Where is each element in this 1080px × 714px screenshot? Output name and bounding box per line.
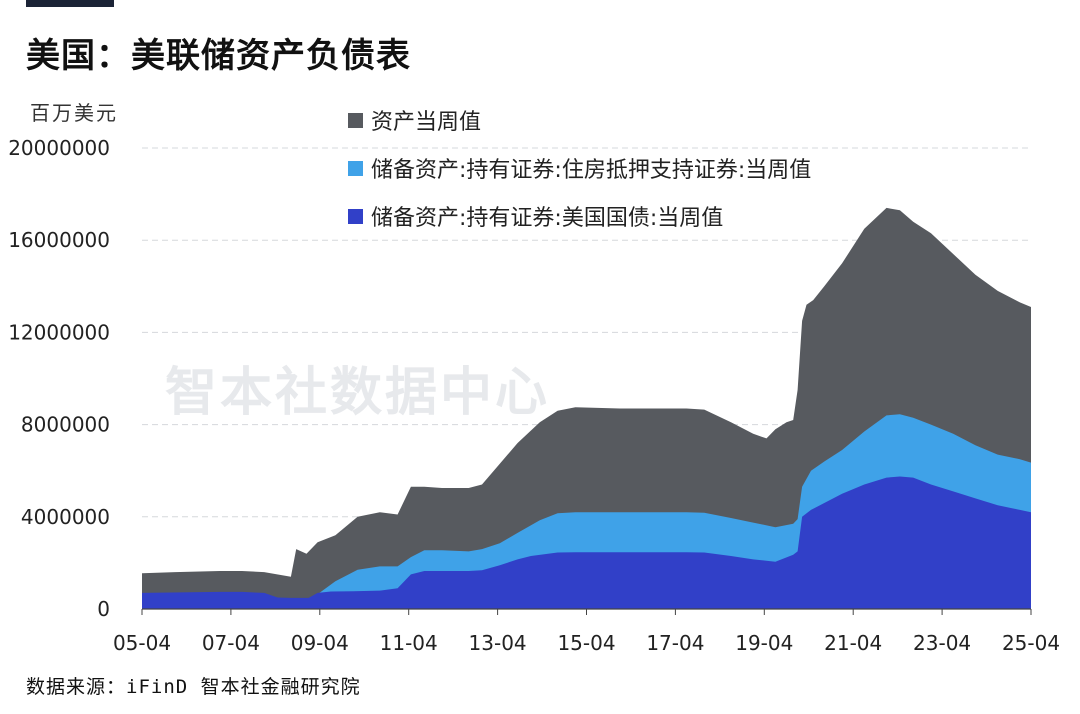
watermark: 智本社数据中心 [165,363,551,423]
x-tick-label: 19-04 [735,631,793,655]
y-tick-label: 0 [97,597,110,621]
chart-title: 美国：美联储资产负债表 [26,36,411,76]
y-axis-unit-label: 百万美元 [30,101,118,125]
y-tick-label: 8000000 [21,413,110,437]
legend-item-mbs: 储备资产:持有证券:住房抵押支持证券:当周值 [348,144,811,192]
x-tick-label: 21-04 [824,631,882,655]
legend-label-mbs: 储备资产:持有证券:住房抵押支持证券:当周值 [371,158,812,183]
legend-item-total: 资产当周值 [348,96,811,144]
legend-item-treasury: 储备资产:持有证券:美国国债:当周值 [348,192,811,240]
data-source-note: 数据来源：iFinD 智本社金融研究院 [26,676,361,698]
x-tick-label: 13-04 [469,631,527,655]
legend-swatch-total [348,112,363,128]
area-treasury [142,476,1031,609]
x-tick-label: 15-04 [557,631,615,655]
x-tick-label: 09-04 [291,631,349,655]
x-tick-label: 23-04 [913,631,971,655]
x-tick-label: 05-04 [113,631,171,655]
x-tick-label: 17-04 [646,631,704,655]
top-accent-bar [26,0,114,7]
x-tick-label: 25-04 [1002,631,1060,655]
y-tick-label: 16000000 [8,228,110,252]
y-tick-label: 12000000 [8,320,110,344]
legend-swatch-treasury [348,208,363,224]
y-tick-label: 20000000 [8,136,110,160]
legend: 资产当周值 储备资产:持有证券:住房抵押支持证券:当周值 储备资产:持有证券:美… [348,96,811,240]
x-tick-label: 11-04 [380,631,438,655]
y-tick-label: 4000000 [21,505,110,529]
x-tick-label: 07-04 [202,631,260,655]
legend-swatch-mbs [348,160,363,176]
legend-label-total: 资产当周值 [371,110,482,135]
legend-label-treasury: 储备资产:持有证券:美国国债:当周值 [371,206,724,231]
